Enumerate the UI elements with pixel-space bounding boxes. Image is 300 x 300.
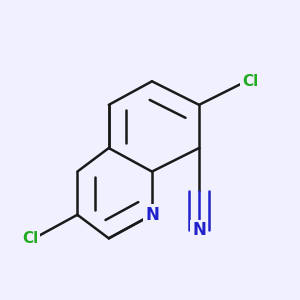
Text: Cl: Cl [242, 74, 258, 89]
Text: N: N [145, 206, 159, 224]
Text: Cl: Cl [22, 231, 38, 246]
Text: N: N [192, 221, 206, 239]
